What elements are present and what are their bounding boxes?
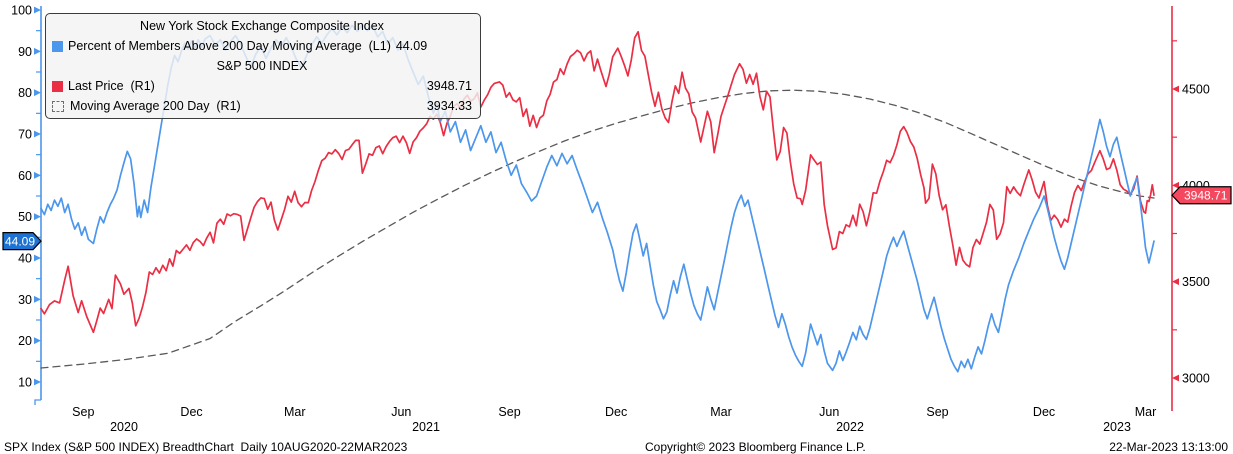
legend-movavg-label: Moving Average 200 Day (R1): [70, 99, 241, 113]
legend-lastprice-label: Last Price (R1): [68, 79, 155, 93]
svg-text:20: 20: [18, 334, 32, 348]
legend-subtitle: S&P 500 INDEX: [216, 59, 308, 73]
legend-title: New York Stock Exchange Composite Index: [140, 19, 384, 33]
svg-text:2020: 2020: [110, 420, 138, 434]
legend-breadth-label: Percent of Members Above 200 Day Moving …: [68, 39, 391, 53]
svg-text:2022: 2022: [836, 420, 864, 434]
chart-legend: New York Stock Exchange Composite Index …: [45, 13, 481, 119]
timestamp: 22-Mar-2023 13:13:00: [1109, 440, 1228, 454]
dashed-series-swatch-icon: [52, 100, 64, 112]
legend-row-breadth: Percent of Members Above 200 Day Moving …: [52, 36, 472, 56]
svg-text:2023: 2023: [1103, 420, 1131, 434]
svg-text:50: 50: [18, 210, 32, 224]
svg-text:Jun: Jun: [391, 405, 411, 419]
svg-text:44.09: 44.09: [5, 235, 35, 249]
svg-text:Dec: Dec: [180, 405, 202, 419]
svg-text:30: 30: [18, 293, 32, 307]
svg-text:2021: 2021: [412, 420, 440, 434]
svg-text:90: 90: [18, 45, 32, 59]
copyright-notice: Copyright© 2023 Bloomberg Finance L.P.: [645, 440, 866, 454]
svg-text:Jun: Jun: [819, 405, 839, 419]
svg-text:Mar: Mar: [1135, 405, 1157, 419]
svg-text:40: 40: [18, 252, 32, 266]
legend-row-movavg: Moving Average 200 Day (R1) 3934.33: [52, 96, 472, 116]
svg-text:3500: 3500: [1182, 275, 1210, 289]
svg-text:60: 60: [18, 169, 32, 183]
svg-text:Mar: Mar: [710, 405, 732, 419]
legend-lastprice-value: 3948.71: [426, 79, 472, 93]
svg-text:Sep: Sep: [498, 405, 520, 419]
svg-text:10: 10: [18, 376, 32, 390]
svg-text:Sep: Sep: [926, 405, 948, 419]
svg-text:80: 80: [18, 86, 32, 100]
svg-text:70: 70: [18, 128, 32, 142]
legend-row-lastprice: Last Price (R1) 3948.71: [52, 76, 472, 96]
svg-text:3000: 3000: [1182, 372, 1210, 386]
svg-text:3948.71: 3948.71: [1184, 189, 1228, 203]
svg-text:100: 100: [11, 4, 32, 18]
legend-movavg-value: 3934.33: [426, 99, 472, 113]
svg-text:Dec: Dec: [1033, 405, 1055, 419]
svg-text:Mar: Mar: [284, 405, 306, 419]
legend-breadth-value: 44.09: [395, 39, 428, 53]
svg-text:Sep: Sep: [72, 405, 94, 419]
chart-description: SPX Index (S&P 500 INDEX) BreadthChart D…: [4, 440, 408, 454]
blue-series-swatch-icon: [52, 40, 63, 52]
red-series-swatch-icon: [52, 80, 63, 92]
svg-text:4500: 4500: [1182, 83, 1210, 97]
svg-text:Dec: Dec: [605, 405, 627, 419]
